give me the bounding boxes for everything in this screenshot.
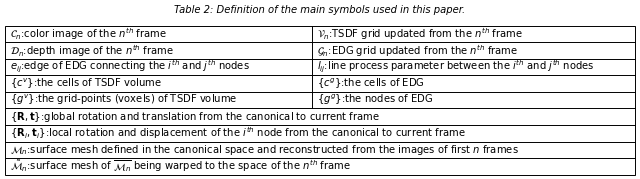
Text: $\mathcal{V}_n$:TSDF grid updated from the $n^{th}$ frame: $\mathcal{V}_n$:TSDF grid updated from t… <box>317 26 523 42</box>
Text: $\{\mathbf{R}_i, \mathbf{t}_i\}$:local rotation and displacement of the $i^{th}$: $\{\mathbf{R}_i, \mathbf{t}_i\}$:local r… <box>10 125 465 141</box>
Text: $\{c^g\}$:the cells of EDG: $\{c^g\}$:the cells of EDG <box>317 77 424 91</box>
Text: $\mathcal{C}_n$:color image of the $n^{th}$ frame: $\mathcal{C}_n$:color image of the $n^{t… <box>10 26 166 42</box>
Text: $\{\mathbf{R}, \mathbf{t}\}$:global rotation and translation from the canonical : $\{\mathbf{R}, \mathbf{t}\}$:global rota… <box>10 110 380 124</box>
Bar <box>5 26 635 175</box>
Text: $\mathcal{M}_n$:surface mesh defined in the canonical space and reconstructed fr: $\mathcal{M}_n$:surface mesh defined in … <box>10 143 518 157</box>
Text: $\mathcal{D}_n$:depth image of the $n^{th}$ frame: $\mathcal{D}_n$:depth image of the $n^{t… <box>10 43 173 59</box>
Text: $e_{ij}$:edge of EDG connecting the $i^{th}$ and $j^{th}$ nodes: $e_{ij}$:edge of EDG connecting the $i^{… <box>10 59 250 75</box>
Text: $\{g^g\}$:the nodes of EDG: $\{g^g\}$:the nodes of EDG <box>317 93 433 107</box>
Text: $\tilde{\mathcal{M}}_n$:surface mesh of $\overline{\mathcal{M}_n}$ being warped : $\tilde{\mathcal{M}}_n$:surface mesh of … <box>10 158 351 174</box>
Text: $l_{ij}$:line process parameter between the $i^{th}$ and $j^{th}$ nodes: $l_{ij}$:line process parameter between … <box>317 59 595 75</box>
Text: $\{g^v\}$:the grid-points (voxels) of TSDF volume: $\{g^v\}$:the grid-points (voxels) of TS… <box>10 93 237 107</box>
Text: $\mathcal{G}_n$:EDG grid updated from the $n^{th}$ frame: $\mathcal{G}_n$:EDG grid updated from th… <box>317 43 518 59</box>
Text: Table 2: Definition of the main symbols used in this paper.: Table 2: Definition of the main symbols … <box>175 5 465 15</box>
Text: $\{c^v\}$:the cells of TSDF volume: $\{c^v\}$:the cells of TSDF volume <box>10 77 162 91</box>
